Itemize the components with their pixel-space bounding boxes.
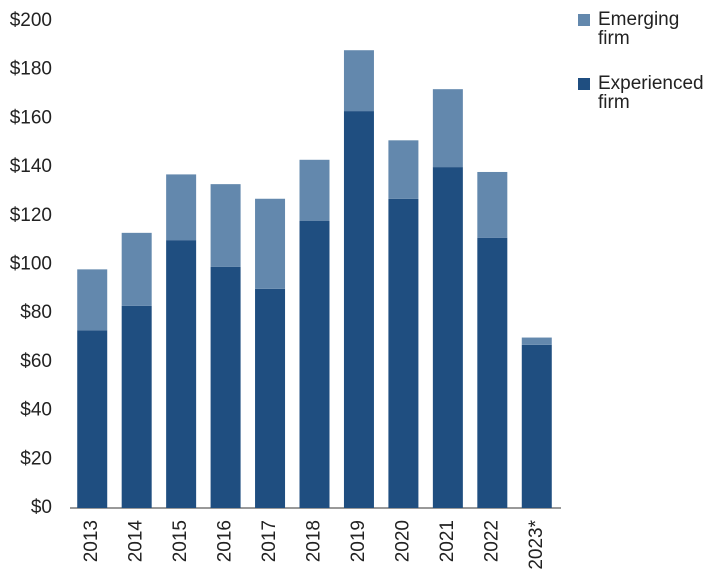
bar-segment (121, 232, 152, 306)
legend-item: Experienced firm (578, 73, 704, 113)
bar-segment (343, 111, 374, 508)
bar-segment (477, 237, 508, 508)
bar-segment (166, 174, 197, 241)
x-tick-label: 2015 (170, 520, 191, 562)
x-tick-label: 2020 (392, 520, 413, 562)
legend-label: Emerging firm (598, 9, 680, 49)
y-tick-label: $60 (20, 351, 52, 372)
y-tick-label: $180 (10, 59, 52, 80)
y-tick-label: $80 (20, 302, 52, 323)
x-tick-label: 2016 (215, 520, 236, 562)
y-tick-label: $200 (10, 10, 52, 31)
x-tick-label: 2021 (437, 520, 458, 562)
y-tick-label: $160 (10, 107, 52, 128)
x-tick-label: 2023* (526, 519, 547, 569)
bar-segment (210, 184, 241, 267)
legend-swatch (578, 78, 590, 90)
bar-segment (388, 198, 419, 508)
bar-segment (166, 240, 197, 508)
bar-segment (299, 159, 330, 221)
bar-segment (521, 344, 552, 508)
y-tick-label: $40 (20, 400, 52, 421)
y-tick-label: $140 (10, 156, 52, 177)
y-tick-label: $0 (31, 497, 52, 518)
legend-label: Experienced firm (598, 73, 704, 113)
bar-segment (388, 140, 419, 199)
x-tick-label: 2013 (81, 520, 102, 562)
x-tick-label: 2022 (481, 520, 502, 562)
bar-segment (343, 50, 374, 112)
bar-segment (477, 171, 508, 238)
y-tick-label: $100 (10, 254, 52, 275)
bar-segment (432, 89, 463, 168)
y-tick-label: $120 (10, 205, 52, 226)
y-tick-label: $20 (20, 448, 52, 469)
bar-segment (432, 167, 463, 508)
bar-segment (255, 288, 286, 508)
bar-segment (210, 266, 241, 508)
bar-segment (521, 337, 552, 345)
x-tick-label: 2014 (126, 520, 147, 563)
x-tick-label: 2019 (348, 520, 369, 562)
bar-segment (77, 269, 108, 331)
bar-segment (77, 330, 108, 508)
x-tick-label: 2017 (259, 520, 280, 562)
x-tick-label: 2018 (304, 520, 325, 562)
bar-segment (121, 305, 152, 508)
legend-item: Emerging firm (578, 10, 702, 48)
legend-swatch (578, 14, 590, 26)
bar-segment (299, 220, 330, 509)
bar-segment (255, 198, 286, 289)
